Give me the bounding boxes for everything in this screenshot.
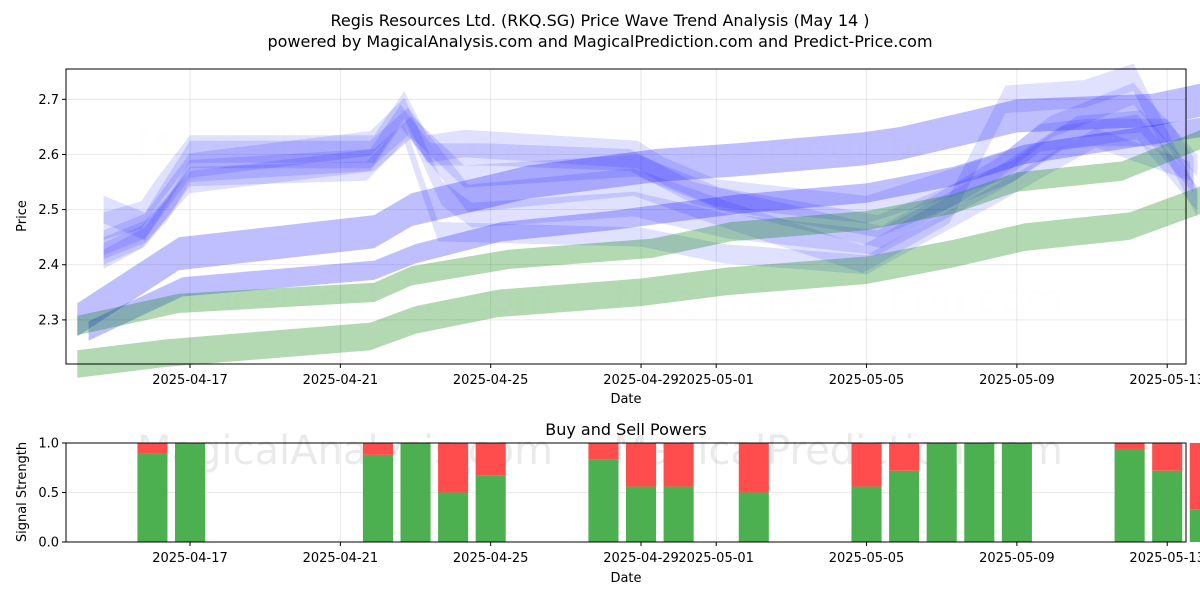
blue-wave-2 xyxy=(103,97,1198,256)
sell-bar-4 xyxy=(438,443,469,493)
price-y-tick-label: 2.3 xyxy=(38,313,59,328)
buy-bar-9 xyxy=(738,492,769,542)
price-chart: MagicalAnalysis.com MagicalPrediction.co… xyxy=(15,63,1200,407)
price-x-tick-label: 2025-05-13 xyxy=(1129,373,1200,388)
signal-y-axis: 0.0 0.5 1.0 xyxy=(38,437,66,551)
price-x-axis: 2025-04-17 2025-04-21 2025-04-25 2025-04-29… xyxy=(152,364,1200,388)
price-wave-bands xyxy=(77,63,1200,378)
buy-bar-2 xyxy=(362,454,393,542)
sell-bar-7 xyxy=(626,443,657,487)
signal-chart-title: Buy and Sell Powers xyxy=(545,420,707,439)
signal-x-axis-label: Date xyxy=(610,571,641,586)
blue-wave-1 xyxy=(103,91,1194,240)
blue-wave-3 xyxy=(103,82,1198,265)
sell-bar-11 xyxy=(889,443,920,471)
buy-bar-13 xyxy=(964,443,995,542)
watermark-analysis-top: MagicalAnalysis.com xyxy=(137,124,553,170)
signal-x-tick-label: 2025-05-13 xyxy=(1129,551,1200,566)
signal-y-tick-label: 0.5 xyxy=(38,486,59,501)
blue-wave-4 xyxy=(103,110,1194,260)
buy-bar-5 xyxy=(475,475,506,542)
signal-chart: Buy and Sell Powers MagicalAnalysis.com … xyxy=(15,420,1200,586)
buy-bar-3 xyxy=(400,443,431,542)
buy-bar-1 xyxy=(174,443,206,542)
buy-bar-6 xyxy=(588,459,619,542)
blue-trend-2 xyxy=(88,117,1200,341)
buy-bar-16 xyxy=(1152,470,1183,542)
buy-bar-11 xyxy=(889,470,920,542)
blue-wave-6 xyxy=(103,63,1198,273)
signal-x-tick-label: 2025-04-21 xyxy=(303,551,379,566)
signal-bars xyxy=(137,443,1200,542)
signal-y-tick-label: 0.0 xyxy=(38,536,59,551)
chart-title: Regis Resources Ltd. (RKQ.SG) Price Wave… xyxy=(330,11,869,30)
price-x-tick-label: 2025-05-09 xyxy=(979,373,1055,388)
price-plot-frame xyxy=(65,68,1187,365)
signal-y-axis-label: Signal Strength xyxy=(15,442,30,542)
price-x-tick-label: 2025-05-05 xyxy=(829,373,905,388)
buy-bar-15 xyxy=(1114,448,1145,542)
sell-bar-8 xyxy=(663,443,694,487)
signal-y-tick-label: 1.0 xyxy=(38,437,59,452)
sell-bar-0 xyxy=(137,443,168,454)
buy-bar-10 xyxy=(851,486,882,542)
signal-x-tick-label: 2025-04-25 xyxy=(453,551,529,566)
price-y-axis: 2.3 2.4 2.5 2.6 2.7 xyxy=(38,93,66,328)
price-y-tick-label: 2.4 xyxy=(38,258,59,273)
sell-bar-15 xyxy=(1114,443,1145,449)
price-x-tick-label: 2025-04-29 xyxy=(603,373,679,388)
blue-trend-1 xyxy=(77,83,1200,337)
price-y-tick-label: 2.6 xyxy=(38,148,59,163)
signal-x-tick-label: 2025-05-09 xyxy=(979,551,1055,566)
sell-bar-9 xyxy=(738,443,769,493)
sell-bar-5 xyxy=(475,443,506,476)
buy-bar-14 xyxy=(1001,443,1032,542)
sell-bar-2 xyxy=(362,443,393,455)
signal-x-axis: 2025-04-17 2025-04-21 2025-04-25 2025-04-29… xyxy=(152,542,1200,566)
buy-bar-4 xyxy=(438,492,469,542)
price-y-tick-label: 2.7 xyxy=(38,93,59,108)
blue-wave-5 xyxy=(103,122,1190,275)
price-y-tick-label: 2.5 xyxy=(38,203,59,218)
price-x-tick-label: 2025-04-25 xyxy=(453,373,529,388)
watermark-prediction-top: MagicalPrediction.com xyxy=(613,124,1063,170)
sell-bar-10 xyxy=(851,443,882,487)
price-x-tick-label: 2025-05-01 xyxy=(678,373,754,388)
price-x-tick-label: 2025-04-17 xyxy=(152,373,228,388)
signal-x-tick-label: 2025-04-17 xyxy=(152,551,228,566)
watermark-prediction-mid: MagicalPrediction.com xyxy=(613,277,1063,323)
signal-x-tick-label: 2025-05-01 xyxy=(678,551,754,566)
buy-bar-7 xyxy=(626,486,657,542)
buy-bar-8 xyxy=(663,486,694,542)
price-gridlines xyxy=(66,69,1186,364)
chart-subtitle: powered by MagicalAnalysis.com and Magic… xyxy=(267,32,932,51)
signal-x-tick-label: 2025-05-05 xyxy=(829,551,905,566)
buy-bar-17 xyxy=(1189,509,1200,542)
buy-bar-0 xyxy=(137,453,168,542)
green-trend-2 xyxy=(77,186,1200,378)
buy-bar-12 xyxy=(926,443,957,542)
signal-x-tick-label: 2025-04-29 xyxy=(603,551,679,566)
price-x-tick-label: 2025-04-21 xyxy=(303,373,379,388)
sell-bar-16 xyxy=(1152,443,1183,471)
price-y-axis-label: Price xyxy=(15,200,30,232)
watermark-analysis-mid: MagicalAnalysis.com xyxy=(137,277,553,323)
price-x-axis-label: Date xyxy=(610,392,641,407)
sell-bar-6 xyxy=(588,443,619,460)
sell-bar-17 xyxy=(1189,443,1200,510)
green-trend-1 xyxy=(77,130,1200,336)
